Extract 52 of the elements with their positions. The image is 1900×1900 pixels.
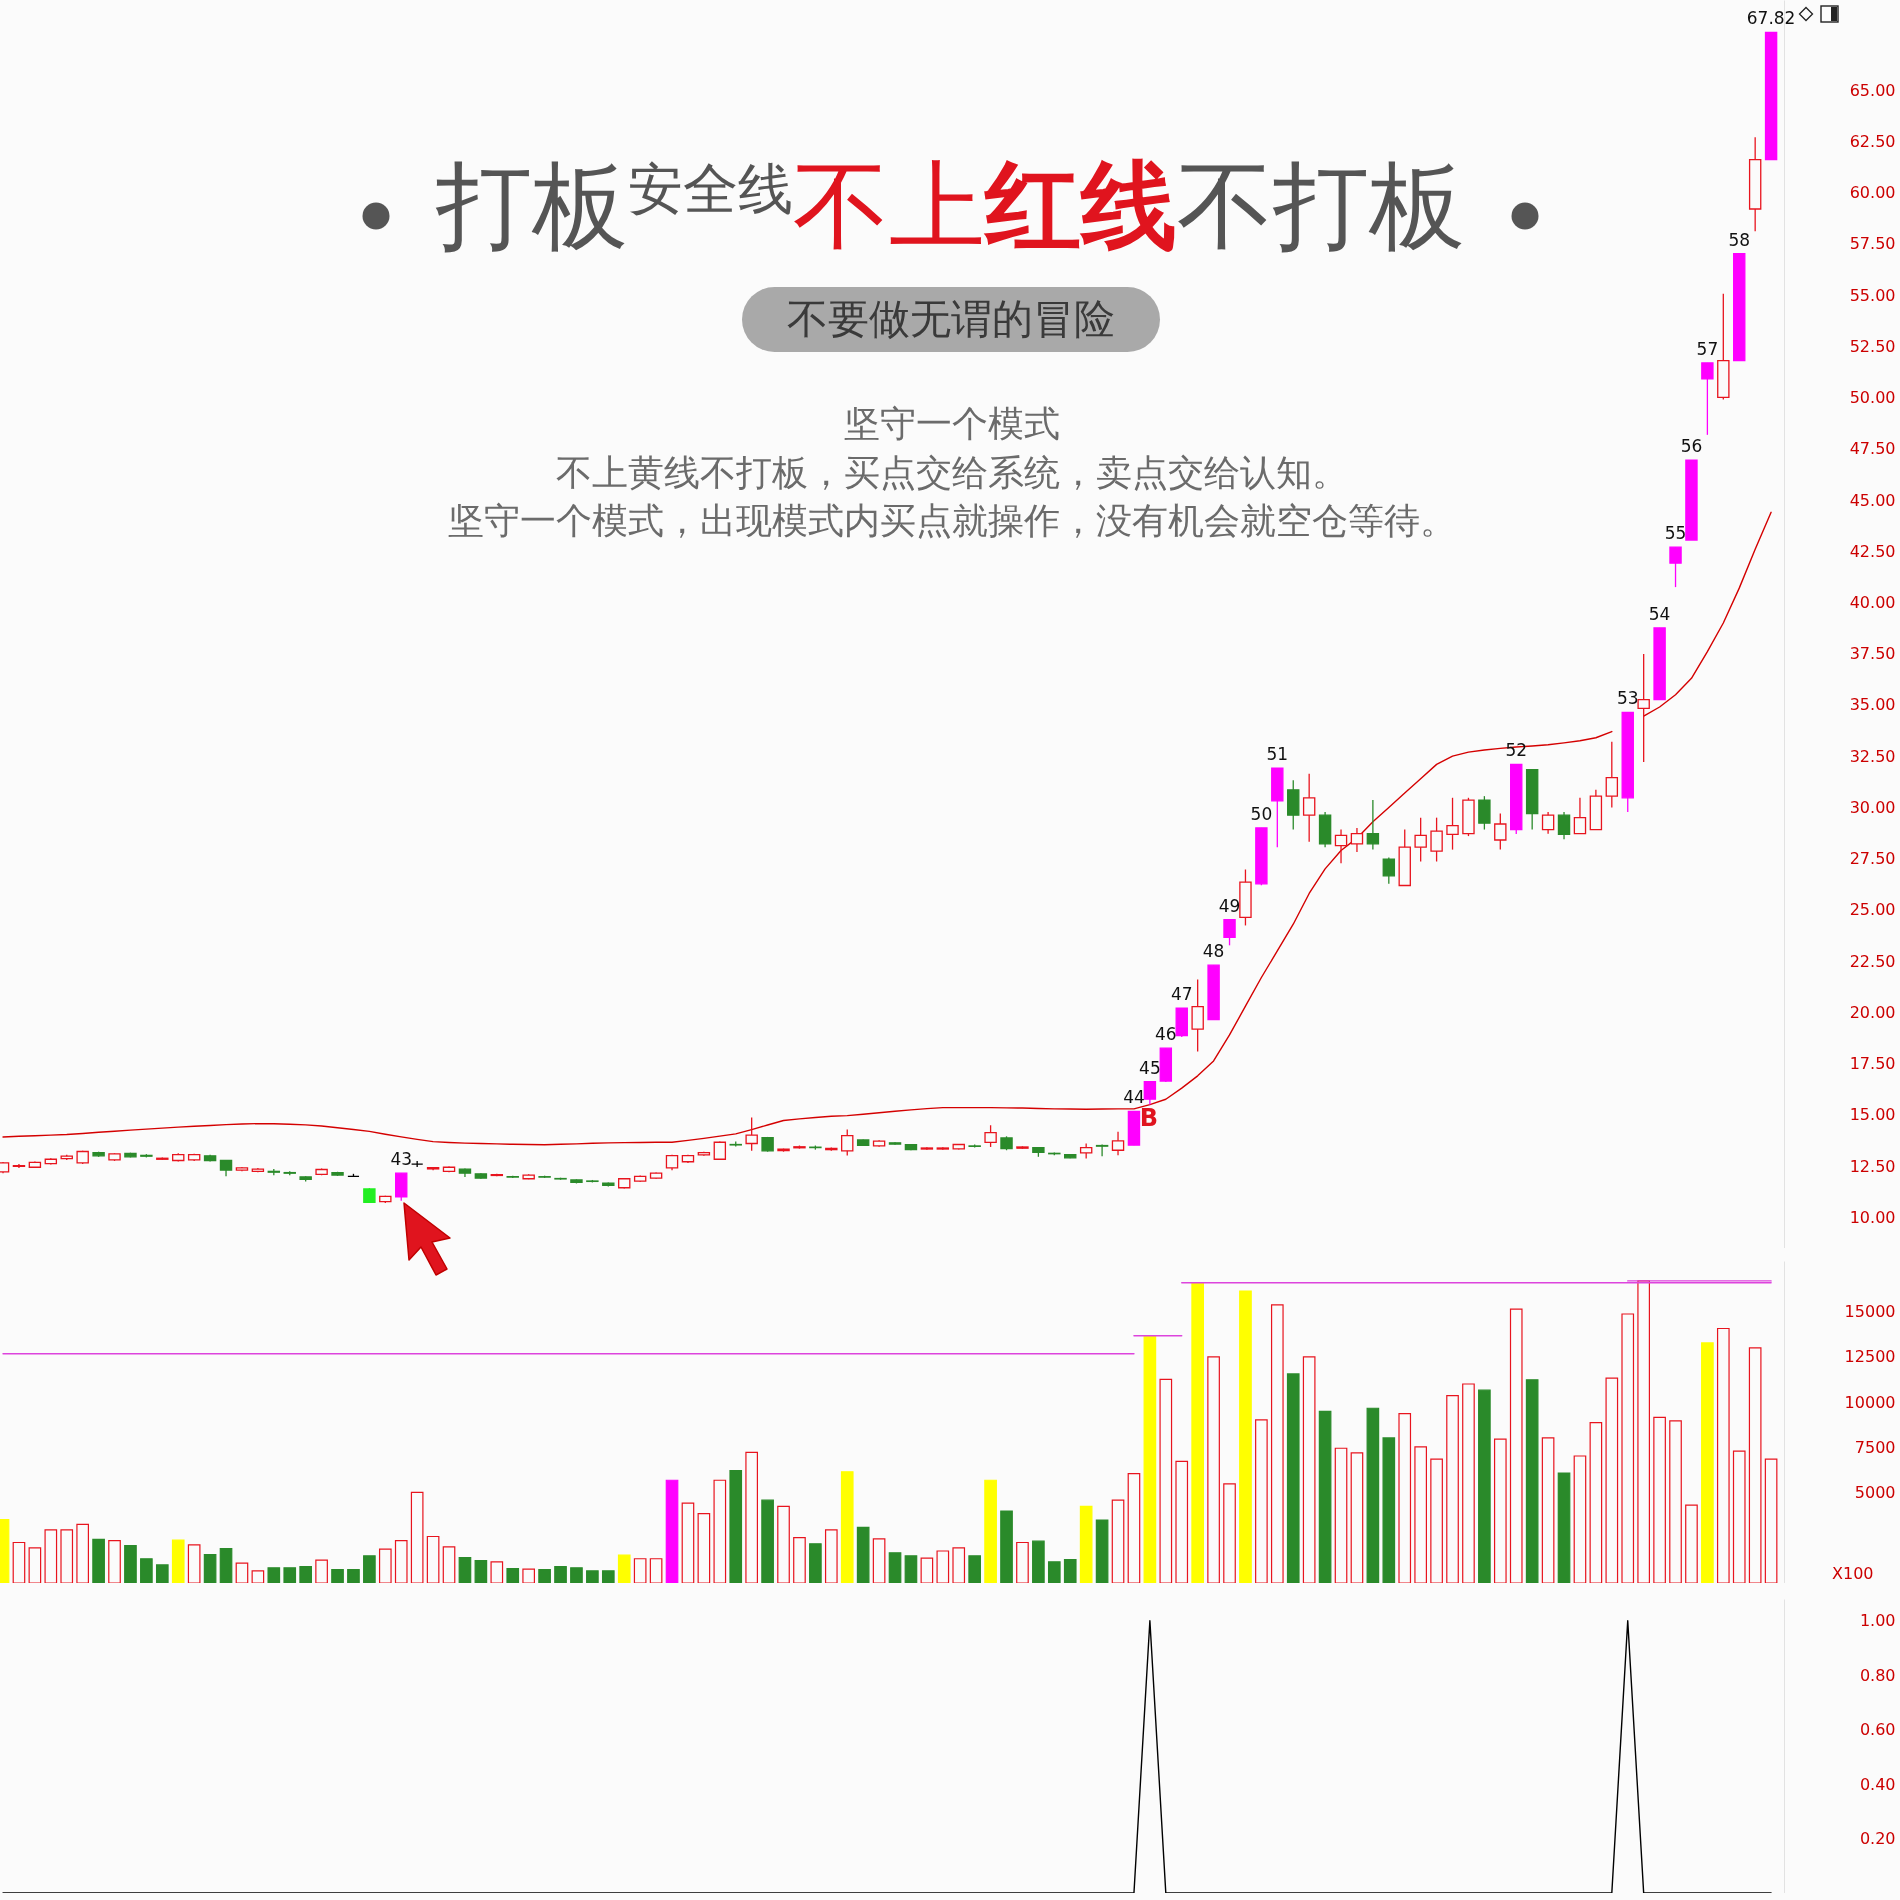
text: 49 bbox=[1218, 895, 1241, 916]
y-tick-label: 52.50 bbox=[1849, 336, 1896, 356]
y-tick-label: 47.50 bbox=[1849, 439, 1896, 459]
text: 51 bbox=[1266, 744, 1289, 765]
text: 54 bbox=[1648, 603, 1671, 624]
y-tick-label: 55.00 bbox=[1849, 285, 1896, 305]
y-tick-label: 12.50 bbox=[1849, 1156, 1896, 1176]
y-tick-label: 12500 bbox=[1844, 1347, 1896, 1367]
y-tick-label: 40.00 bbox=[1849, 592, 1896, 612]
y-tick-label: 57.50 bbox=[1849, 234, 1896, 254]
y-tick-label: 60.00 bbox=[1849, 183, 1896, 203]
y-tick-label: 42.50 bbox=[1849, 541, 1896, 561]
text: 43 bbox=[390, 1149, 413, 1170]
annotation: 坚守一个模式 bbox=[844, 403, 1060, 445]
text: 53 bbox=[1616, 688, 1639, 709]
y-tick-label: 27.50 bbox=[1849, 849, 1896, 869]
y-tick-label: 0.80 bbox=[1859, 1665, 1896, 1685]
y-tick-label: 7500 bbox=[1854, 1437, 1896, 1457]
y-tick-label: 45.00 bbox=[1849, 490, 1896, 510]
text: 50 bbox=[1250, 803, 1273, 824]
y-tick-label: 37.50 bbox=[1849, 644, 1896, 664]
y-tick-label: 0.40 bbox=[1859, 1774, 1896, 1794]
text: 46 bbox=[1154, 1024, 1177, 1045]
text: 55 bbox=[1664, 523, 1687, 544]
text: 67.82 bbox=[1746, 8, 1796, 29]
text: 45 bbox=[1139, 1057, 1161, 1078]
y-tick-label: 30.00 bbox=[1849, 797, 1896, 817]
text: 58 bbox=[1728, 229, 1751, 250]
text: 48 bbox=[1202, 941, 1225, 962]
annotation: 不上黄线不打板，买点交给系统，卖点交给认知。 bbox=[556, 452, 1348, 494]
y-tick-label: 25.00 bbox=[1849, 900, 1896, 920]
annotation: 坚守一个模式，出现模式内买点就操作，没有机会就空仓等待。 bbox=[448, 500, 1456, 542]
y-tick-label: 22.50 bbox=[1849, 951, 1896, 971]
y-tick-label: 10000 bbox=[1844, 1392, 1896, 1412]
y-tick-label: 15.00 bbox=[1849, 1105, 1896, 1125]
y-tick-label: 15000 bbox=[1844, 1302, 1896, 1322]
y-tick-label: 1.00 bbox=[1859, 1611, 1896, 1631]
text: 56 bbox=[1680, 436, 1703, 457]
y-tick-label: 0.60 bbox=[1859, 1720, 1896, 1740]
text: 57 bbox=[1696, 338, 1719, 359]
y-tick-label: 50.00 bbox=[1849, 388, 1896, 408]
text: 47 bbox=[1170, 984, 1193, 1005]
text: 不要做无谓的冒险 bbox=[742, 287, 1160, 352]
y-tick-label: 62.50 bbox=[1849, 131, 1896, 151]
y-tick-label: 5000 bbox=[1854, 1483, 1896, 1503]
y-tick-label: 35.00 bbox=[1849, 695, 1896, 715]
y-tick-label: 0.20 bbox=[1859, 1829, 1896, 1849]
y-tick-label: 20.00 bbox=[1849, 1002, 1896, 1022]
y-tick-label: 65.00 bbox=[1849, 80, 1896, 100]
y-tick-label: 17.50 bbox=[1849, 1054, 1896, 1074]
y-tick-label: 10.00 bbox=[1849, 1207, 1896, 1227]
y-tick-label: 32.50 bbox=[1849, 746, 1896, 766]
